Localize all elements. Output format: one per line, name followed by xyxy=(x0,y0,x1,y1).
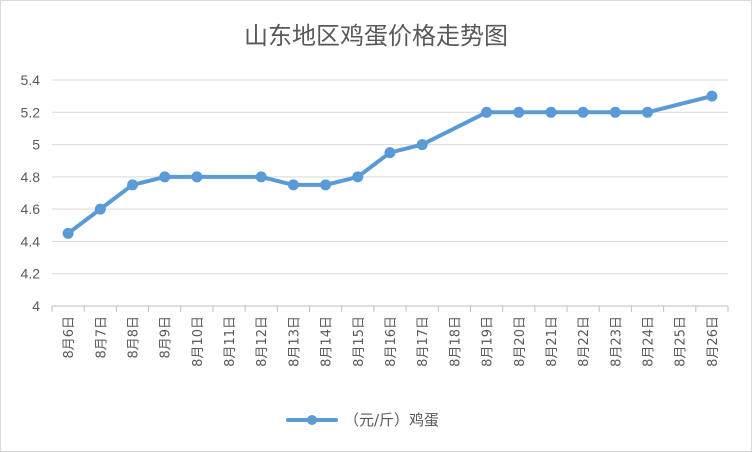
data-point[interactable] xyxy=(545,106,557,118)
x-tick-label: 8月7日 xyxy=(94,316,109,359)
data-point[interactable] xyxy=(191,171,203,183)
data-point[interactable] xyxy=(513,106,525,118)
data-point[interactable] xyxy=(384,147,396,159)
legend-marker xyxy=(307,415,317,425)
data-point[interactable] xyxy=(642,106,653,118)
x-tick-label: 8月14日 xyxy=(320,316,335,367)
data-point[interactable] xyxy=(62,227,74,239)
x-tick-label: 8月26日 xyxy=(706,316,721,367)
data-point[interactable] xyxy=(352,171,364,183)
y-tick-label: 5.2 xyxy=(21,104,41,120)
y-tick-label: 4.8 xyxy=(21,169,41,185)
y-tick-label: 4.2 xyxy=(21,266,41,282)
x-axis-ticks: 8月6日 8月7日 8月8日 8月9日 8月10日 8月11日 8月12日 8月13日 8月14… xyxy=(62,316,721,367)
x-tick-label: 8月9日 xyxy=(159,316,174,359)
data-point[interactable] xyxy=(127,179,138,191)
x-tick-label: 8月24日 xyxy=(642,316,657,367)
y-tick-label: 4.4 xyxy=(21,233,41,249)
x-tick-label: 8月23日 xyxy=(609,316,624,367)
x-tick-label: 8月16日 xyxy=(384,316,399,367)
data-series xyxy=(62,90,718,239)
x-tick-label: 8月8日 xyxy=(126,316,141,359)
x-tick-label: 8月17日 xyxy=(416,316,431,367)
y-tick-label: 5 xyxy=(32,137,40,153)
x-tick-label: 8月13日 xyxy=(287,316,302,367)
data-point[interactable] xyxy=(416,139,428,151)
x-tick-label: 8月12日 xyxy=(255,316,270,367)
y-tick-label: 4.6 xyxy=(21,201,41,217)
legend-label: （元/斤）鸡蛋 xyxy=(344,411,439,429)
x-tick-label: 8月11日 xyxy=(223,316,238,367)
data-point[interactable] xyxy=(94,203,106,215)
x-tick-label: 8月22日 xyxy=(577,316,592,367)
gridlines xyxy=(52,79,728,275)
data-point[interactable] xyxy=(287,179,299,191)
x-tick-label: 8月20日 xyxy=(513,316,528,367)
data-point[interactable] xyxy=(255,171,267,183)
x-tick-label: 8月19日 xyxy=(481,316,496,367)
y-axis-ticks: 4 4.2 4.4 4.6 4.8 5 5.2 5.4 xyxy=(21,72,41,314)
data-point[interactable] xyxy=(481,106,493,118)
x-tick-label: 8月18日 xyxy=(448,316,463,367)
legend[interactable]: （元/斤）鸡蛋 xyxy=(286,411,439,429)
x-tick-label: 8月25日 xyxy=(674,316,689,367)
x-tick-label: 8月15日 xyxy=(352,316,367,367)
y-tick-label: 4 xyxy=(32,298,40,314)
y-tick-label: 5.4 xyxy=(21,72,41,88)
x-tick-label: 8月6日 xyxy=(62,316,77,359)
data-point[interactable] xyxy=(706,90,718,102)
data-point[interactable] xyxy=(577,106,589,118)
x-axis xyxy=(51,305,729,312)
data-point[interactable] xyxy=(609,106,621,118)
data-point[interactable] xyxy=(320,179,332,191)
x-tick-label: 8月10日 xyxy=(191,316,206,367)
chart-title: 山东地区鸡蛋价格走势图 xyxy=(244,22,508,50)
x-tick-label: 8月21日 xyxy=(545,316,560,367)
data-point[interactable] xyxy=(159,171,171,183)
